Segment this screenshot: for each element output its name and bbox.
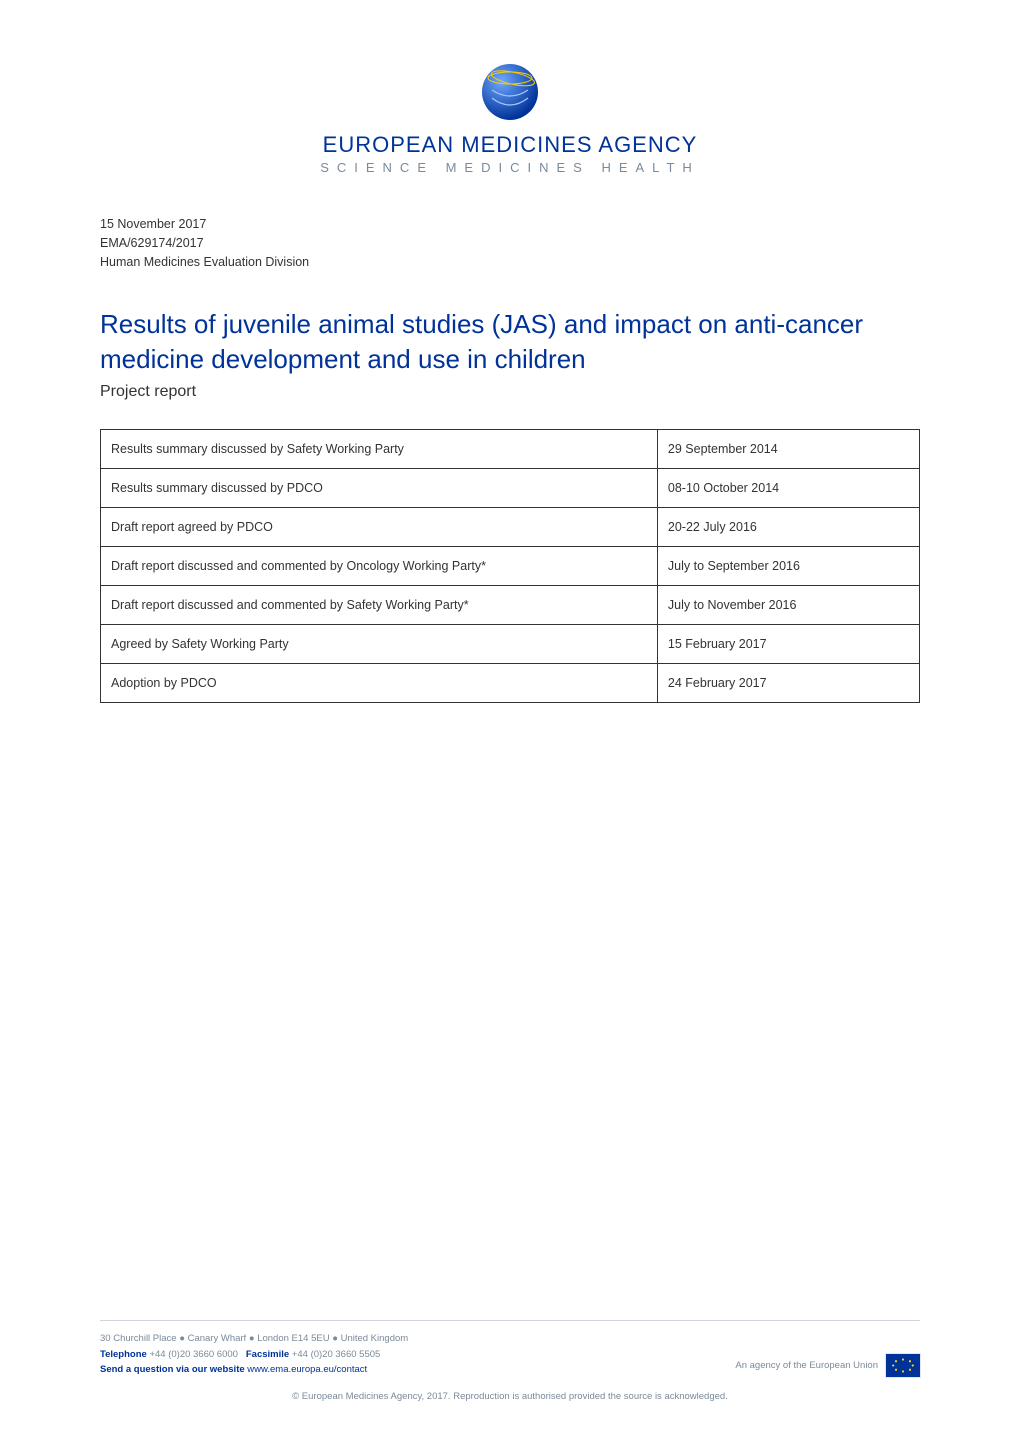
footer-phone-line: Telephone +44 (0)20 3660 6000 Facsimile … (100, 1347, 408, 1362)
footer-agency-badge: An agency of the European Union (735, 1354, 920, 1377)
page-title: Results of juvenile animal studies (JAS)… (100, 307, 920, 377)
facsimile-number: +44 (0)20 3660 5505 (292, 1349, 380, 1360)
status-label: Results summary discussed by PDCO (101, 469, 658, 508)
doc-reference: EMA/629174/2017 (100, 234, 920, 253)
status-label: Results summary discussed by Safety Work… (101, 430, 658, 469)
eu-flag-icon (886, 1354, 920, 1377)
contact-link[interactable]: www.ema.europa.eu/contact (247, 1364, 367, 1375)
status-date: July to September 2016 (657, 547, 919, 586)
footer-contact: 30 Churchill Place ● Canary Wharf ● Lond… (100, 1331, 408, 1377)
table-row: Draft report agreed by PDCO 20-22 July 2… (101, 508, 920, 547)
status-date: 24 February 2017 (657, 664, 919, 703)
status-label: Draft report agreed by PDCO (101, 508, 658, 547)
status-date: 29 September 2014 (657, 430, 919, 469)
status-table: Results summary discussed by Safety Work… (100, 429, 920, 703)
footer-website-line: Send a question via our website www.ema.… (100, 1362, 408, 1377)
status-date: 15 February 2017 (657, 625, 919, 664)
doc-division: Human Medicines Evaluation Division (100, 253, 920, 272)
page-subtitle: Project report (100, 383, 920, 401)
table-row: Agreed by Safety Working Party 15 Februa… (101, 625, 920, 664)
agency-logo-icon (478, 60, 542, 124)
table-row: Draft report discussed and commented by … (101, 547, 920, 586)
footer-copyright: © European Medicines Agency, 2017. Repro… (100, 1391, 920, 1402)
status-date: 08-10 October 2014 (657, 469, 919, 508)
agency-name: EUROPEAN MEDICINES AGENCY (100, 132, 920, 158)
agency-logo-block: EUROPEAN MEDICINES AGENCY SCIENCE MEDICI… (100, 60, 920, 175)
footer-row: 30 Churchill Place ● Canary Wharf ● Lond… (100, 1331, 920, 1377)
table-row: Results summary discussed by PDCO 08-10 … (101, 469, 920, 508)
table-row: Draft report discussed and commented by … (101, 586, 920, 625)
agency-note: An agency of the European Union (735, 1360, 878, 1371)
footer-rule (100, 1320, 920, 1321)
page-root: EUROPEAN MEDICINES AGENCY SCIENCE MEDICI… (0, 0, 1020, 1442)
footer-address: 30 Churchill Place ● Canary Wharf ● Lond… (100, 1331, 408, 1346)
agency-tagline: SCIENCE MEDICINES HEALTH (100, 160, 920, 175)
contact-label: Send a question via our website (100, 1364, 245, 1375)
status-label: Adoption by PDCO (101, 664, 658, 703)
telephone-label: Telephone (100, 1349, 147, 1360)
status-date: 20-22 July 2016 (657, 508, 919, 547)
doc-date: 15 November 2017 (100, 215, 920, 234)
table-row: Adoption by PDCO 24 February 2017 (101, 664, 920, 703)
document-meta: 15 November 2017 EMA/629174/2017 Human M… (100, 215, 920, 271)
table-row: Results summary discussed by Safety Work… (101, 430, 920, 469)
status-date: July to November 2016 (657, 586, 919, 625)
status-label: Draft report discussed and commented by … (101, 547, 658, 586)
facsimile-label: Facsimile (246, 1349, 289, 1360)
page-footer: 30 Churchill Place ● Canary Wharf ● Lond… (100, 1320, 920, 1402)
status-label: Draft report discussed and commented by … (101, 586, 658, 625)
telephone-number: +44 (0)20 3660 6000 (149, 1349, 237, 1360)
status-label: Agreed by Safety Working Party (101, 625, 658, 664)
